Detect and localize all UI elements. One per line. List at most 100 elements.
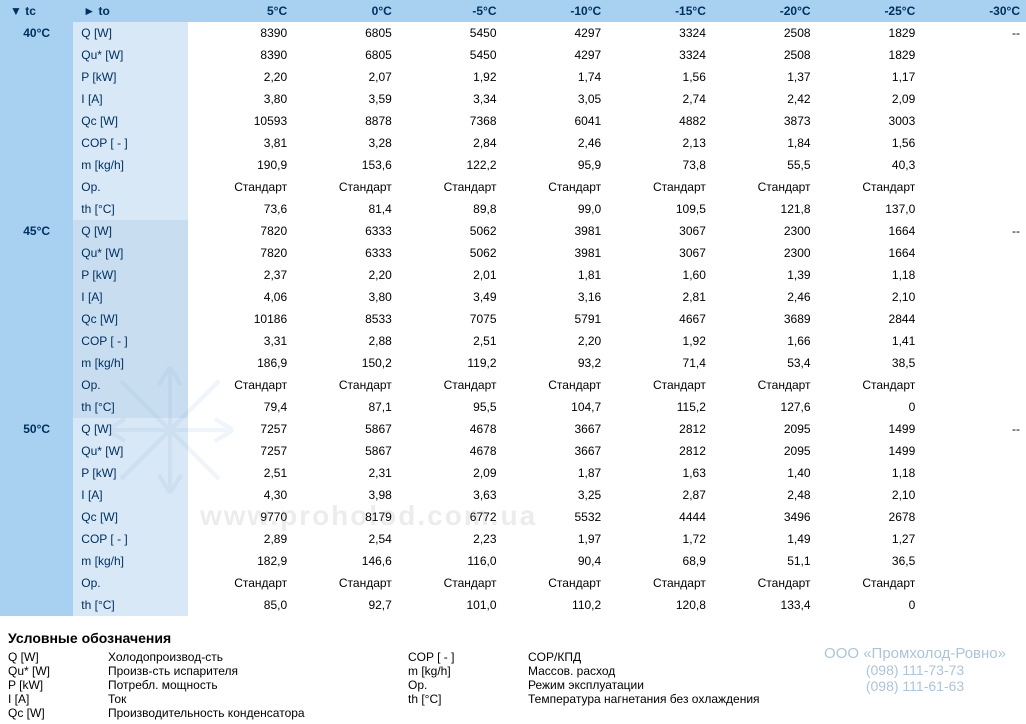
data-cell: 1,72 bbox=[607, 528, 712, 550]
param-cell: Q [W] bbox=[73, 22, 188, 44]
data-cell: 2678 bbox=[817, 506, 922, 528]
data-cell: 6041 bbox=[503, 110, 608, 132]
table-row: COP [ - ]3,312,882,512,201,921,661,41 bbox=[0, 330, 1026, 352]
data-cell: Стандарт bbox=[293, 572, 398, 594]
data-cell bbox=[921, 44, 1026, 66]
legend-key: Qu* [W] bbox=[8, 664, 108, 678]
table-row: Qc [W]10593887873686041488238733003 bbox=[0, 110, 1026, 132]
data-cell: 1,81 bbox=[503, 264, 608, 286]
data-cell: Стандарт bbox=[398, 374, 503, 396]
data-cell: 6805 bbox=[293, 44, 398, 66]
data-cell: 3,05 bbox=[503, 88, 608, 110]
to-header: ► to bbox=[73, 0, 188, 22]
data-cell: 8390 bbox=[188, 22, 293, 44]
data-cell: 2,54 bbox=[293, 528, 398, 550]
data-cell: 116,0 bbox=[398, 550, 503, 572]
data-cell: 90,4 bbox=[503, 550, 608, 572]
data-cell: 1829 bbox=[817, 22, 922, 44]
data-cell bbox=[921, 484, 1026, 506]
data-cell: 1,66 bbox=[712, 330, 817, 352]
legend-value: COP/КПД bbox=[528, 650, 1018, 664]
temp-header-0: 5°C bbox=[188, 0, 293, 22]
data-cell bbox=[921, 506, 1026, 528]
data-cell: 119,2 bbox=[398, 352, 503, 374]
data-cell: 1,56 bbox=[817, 132, 922, 154]
data-cell: 10593 bbox=[188, 110, 293, 132]
temp-header-3: -10°C bbox=[503, 0, 608, 22]
data-cell: 2,37 bbox=[188, 264, 293, 286]
data-cell: 1,40 bbox=[712, 462, 817, 484]
data-cell: 95,9 bbox=[503, 154, 608, 176]
data-cell: 3,49 bbox=[398, 286, 503, 308]
legend-key: I [A] bbox=[8, 692, 108, 706]
data-cell: 7075 bbox=[398, 308, 503, 330]
data-cell: 2,81 bbox=[607, 286, 712, 308]
param-cell: P [kW] bbox=[73, 66, 188, 88]
param-cell: Op. bbox=[73, 176, 188, 198]
param-cell: P [kW] bbox=[73, 264, 188, 286]
data-cell bbox=[921, 154, 1026, 176]
data-cell: 9770 bbox=[188, 506, 293, 528]
param-cell: Qc [W] bbox=[73, 308, 188, 330]
data-cell: 3,16 bbox=[503, 286, 608, 308]
data-cell: 53,4 bbox=[712, 352, 817, 374]
data-cell: 3,98 bbox=[293, 484, 398, 506]
table-row: 40°CQ [W]8390680554504297332425081829-- bbox=[0, 22, 1026, 44]
param-cell: Qu* [W] bbox=[73, 44, 188, 66]
data-cell: 6805 bbox=[293, 22, 398, 44]
data-cell: 4882 bbox=[607, 110, 712, 132]
data-cell: 4444 bbox=[607, 506, 712, 528]
data-cell: 7257 bbox=[188, 440, 293, 462]
data-cell bbox=[921, 462, 1026, 484]
data-cell: 2844 bbox=[817, 308, 922, 330]
data-cell: 5791 bbox=[503, 308, 608, 330]
legend-value: Ток bbox=[108, 692, 408, 706]
param-cell: Q [W] bbox=[73, 418, 188, 440]
data-cell: 1,41 bbox=[817, 330, 922, 352]
temp-header-1: 0°C bbox=[293, 0, 398, 22]
data-cell: 3067 bbox=[607, 242, 712, 264]
data-cell: 87,1 bbox=[293, 396, 398, 418]
data-cell bbox=[921, 110, 1026, 132]
data-cell: 153,6 bbox=[293, 154, 398, 176]
data-cell: 2,20 bbox=[503, 330, 608, 352]
data-cell: 2095 bbox=[712, 440, 817, 462]
table-row: Op.СтандартСтандартСтандартСтандартСтанд… bbox=[0, 176, 1026, 198]
table-row: th [°C]79,487,195,5104,7115,2127,60 bbox=[0, 396, 1026, 418]
data-cell bbox=[921, 594, 1026, 616]
data-cell: 150,2 bbox=[293, 352, 398, 374]
data-cell: 2,09 bbox=[398, 462, 503, 484]
legend-key: COP [ - ] bbox=[408, 650, 528, 664]
tc-cell: 50°C bbox=[0, 418, 73, 616]
table-row: COP [ - ]3,813,282,842,462,131,841,56 bbox=[0, 132, 1026, 154]
data-cell: 2300 bbox=[712, 242, 817, 264]
data-cell: Стандарт bbox=[503, 176, 608, 198]
data-cell: Стандарт bbox=[607, 374, 712, 396]
legend-row: Qu* [W]Произв-сть испарителяm [kg/h]Масс… bbox=[8, 664, 1018, 678]
data-cell: 2,20 bbox=[188, 66, 293, 88]
data-cell: 2,88 bbox=[293, 330, 398, 352]
data-cell: 8179 bbox=[293, 506, 398, 528]
data-cell: 3324 bbox=[607, 22, 712, 44]
param-cell: m [kg/h] bbox=[73, 550, 188, 572]
data-cell: -- bbox=[921, 418, 1026, 440]
data-cell: 137,0 bbox=[817, 198, 922, 220]
data-cell: Стандарт bbox=[293, 176, 398, 198]
data-cell: Стандарт bbox=[398, 572, 503, 594]
data-cell: 1,56 bbox=[607, 66, 712, 88]
data-cell: Стандарт bbox=[817, 176, 922, 198]
data-cell: 120,8 bbox=[607, 594, 712, 616]
data-cell: Стандарт bbox=[188, 176, 293, 198]
data-cell: 1,49 bbox=[712, 528, 817, 550]
data-cell: 2,01 bbox=[398, 264, 503, 286]
data-cell: 104,7 bbox=[503, 396, 608, 418]
legend-value: Произв-сть испарителя bbox=[108, 664, 408, 678]
param-cell: m [kg/h] bbox=[73, 154, 188, 176]
data-cell: Стандарт bbox=[817, 374, 922, 396]
data-cell: 1,84 bbox=[712, 132, 817, 154]
data-cell: Стандарт bbox=[712, 176, 817, 198]
data-cell: 4,30 bbox=[188, 484, 293, 506]
data-cell: 2508 bbox=[712, 22, 817, 44]
data-cell: 4297 bbox=[503, 44, 608, 66]
legend-value bbox=[528, 706, 1018, 720]
